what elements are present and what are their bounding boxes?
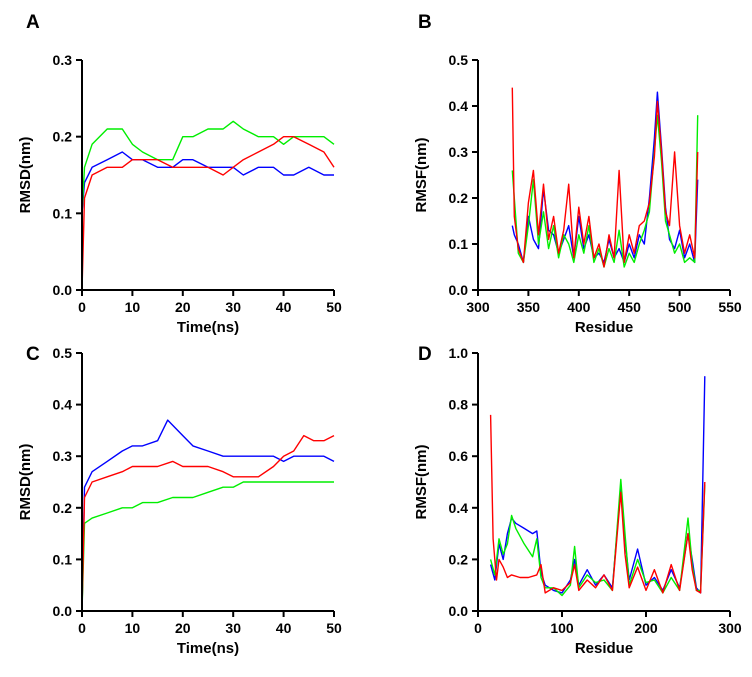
panel-letter: A [26, 12, 40, 33]
y-tick-label: 0.3 [53, 448, 73, 464]
x-tick-label: 20 [175, 299, 191, 315]
y-tick-label: 0.3 [449, 144, 469, 160]
series-line-3 [511, 87, 699, 268]
x-tick-label: 300 [718, 620, 742, 636]
y-tick-label: 0.4 [449, 98, 469, 114]
x-tick-label: 50 [326, 620, 342, 636]
y-tick-label: 0.1 [53, 205, 73, 221]
x-tick-label: 30 [225, 299, 241, 315]
y-tick-label: 0.0 [449, 603, 469, 619]
x-tick-label: 500 [668, 299, 692, 315]
y-axis-title: RMSF(nm) [413, 138, 430, 213]
x-tick-label: 0 [78, 299, 86, 315]
x-tick-label: 10 [125, 299, 141, 315]
x-tick-label: 400 [567, 299, 591, 315]
y-tick-label: 0.2 [449, 551, 469, 567]
y-tick-label: 0.0 [53, 603, 73, 619]
y-axis-title: RMSD(nm) [17, 444, 34, 521]
x-tick-label: 350 [517, 299, 541, 315]
y-tick-label: 0.1 [449, 236, 469, 252]
x-tick-label: 30 [225, 620, 241, 636]
panel-letter: D [418, 344, 432, 365]
y-tick-label: 0.6 [449, 448, 469, 464]
x-axis-title: Time(ns) [177, 319, 239, 336]
panel-b: B 0.0 0.1 0.2 0.3 0.4 0.5 300 350 400 450 500 550 Res… [413, 12, 742, 336]
series-line-3 [489, 414, 706, 594]
x-axis-title: Residue [575, 640, 633, 657]
y-tick-label: 0.2 [53, 129, 73, 145]
y-tick-label: 1.0 [449, 345, 469, 361]
series-line-2 [489, 478, 706, 597]
y-axis-title: RMSF(nm) [413, 445, 430, 520]
y-tick-label: 0.0 [449, 282, 469, 298]
x-tick-label: 200 [634, 620, 658, 636]
x-tick-label: 0 [78, 620, 86, 636]
y-tick-label: 0.3 [53, 52, 73, 68]
y-tick-label: 0.4 [449, 500, 469, 516]
x-axis-title: Residue [575, 319, 633, 336]
series-line-2 [81, 120, 335, 214]
series-line-2 [81, 481, 334, 612]
y-tick-label: 0.0 [53, 282, 73, 298]
panel-c: C 0.0 0.1 0.2 0.3 0.4 0.5 0 10 20 30 40 50 Time(ns) RM… [17, 344, 342, 657]
x-tick-label: 50 [326, 299, 342, 315]
x-axis-title: Time(ns) [177, 640, 239, 657]
x-tick-label: 40 [276, 620, 292, 636]
y-axis-title: RMSD(nm) [17, 137, 34, 214]
y-tick-label: 0.2 [449, 190, 469, 206]
x-tick-label: 10 [125, 620, 141, 636]
y-tick-label: 0.4 [53, 397, 73, 413]
x-tick-label: 20 [175, 620, 191, 636]
series-line-1 [81, 419, 335, 612]
x-tick-label: 40 [276, 299, 292, 315]
series-line-2 [511, 114, 699, 268]
series-line-1 [81, 151, 334, 214]
series-line-3 [81, 434, 335, 612]
panel-d: D 0.0 0.2 0.4 0.6 0.8 1.0 0 100 200 300 Residue RMSF… [413, 344, 742, 657]
y-tick-label: 0.5 [449, 52, 469, 68]
y-tick-label: 0.8 [449, 397, 469, 413]
series-line-3 [81, 135, 335, 291]
y-tick-label: 0.5 [53, 345, 73, 361]
panel-letter: C [26, 344, 40, 365]
x-tick-label: 300 [466, 299, 490, 315]
x-tick-label: 100 [550, 620, 574, 636]
x-tick-label: 0 [474, 620, 482, 636]
x-tick-label: 550 [718, 299, 742, 315]
panel-a: A 0.0 0.1 0.2 0.3 0 10 20 30 40 50 Time(ns) RMSD(nm) [17, 12, 342, 336]
series-line-1 [489, 376, 706, 594]
x-tick-label: 450 [618, 299, 642, 315]
panel-letter: B [418, 12, 432, 33]
y-tick-label: 0.1 [53, 551, 73, 567]
y-tick-label: 0.2 [53, 500, 73, 516]
